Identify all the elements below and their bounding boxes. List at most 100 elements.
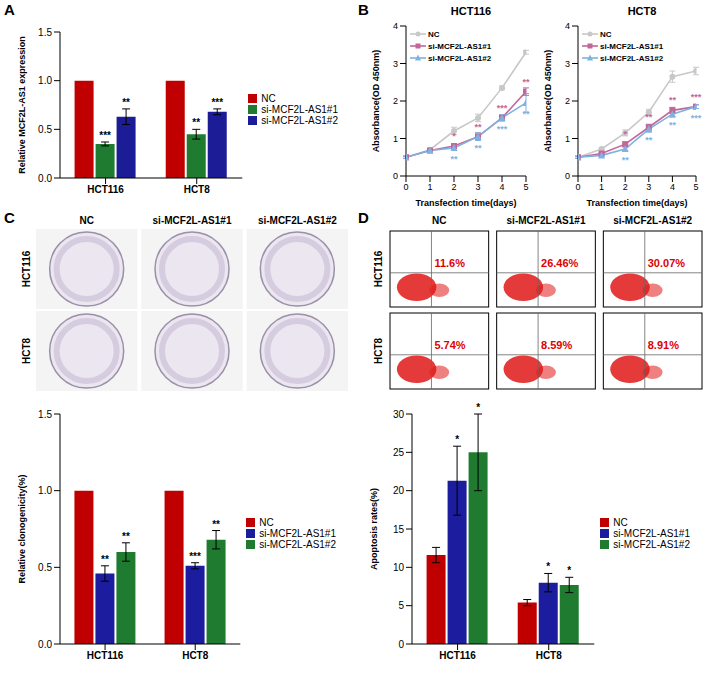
svg-text:30: 30 [393, 409, 405, 420]
svg-text:1.5: 1.5 [38, 27, 52, 38]
svg-text:5: 5 [523, 182, 528, 192]
svg-text:3: 3 [475, 182, 480, 192]
svg-text:30.07%: 30.07% [648, 257, 686, 269]
svg-text:HCT8: HCT8 [536, 650, 563, 661]
svg-text:20: 20 [393, 485, 405, 496]
svg-text:HCT116: HCT116 [87, 650, 124, 661]
svg-text:1.5: 1.5 [38, 409, 52, 420]
svg-text:1: 1 [565, 134, 570, 144]
svg-text:0.0: 0.0 [38, 173, 52, 184]
svg-text:2: 2 [565, 96, 570, 106]
svg-text:HCT8: HCT8 [184, 184, 211, 195]
svg-text:**: ** [122, 97, 130, 108]
svg-text:si-MCF2L-AS1#1: si-MCF2L-AS1#1 [153, 215, 232, 226]
svg-text:2: 2 [451, 182, 456, 192]
svg-text:**: ** [669, 95, 677, 105]
svg-text:Apoptosis rates(%): Apoptosis rates(%) [369, 488, 379, 570]
svg-text:25: 25 [393, 447, 405, 458]
svg-text:***: *** [99, 130, 111, 141]
svg-text:***: *** [691, 92, 702, 102]
svg-text:Relative clonogenicity(%): Relative clonogenicity(%) [17, 474, 27, 583]
html-text:HCT116: HCT116 [450, 5, 492, 17]
svg-text:0.0: 0.0 [38, 639, 52, 650]
svg-text:*: * [623, 129, 627, 139]
html-text:NC: NC [261, 92, 276, 104]
svg-text:4: 4 [565, 21, 570, 31]
svg-text:1.0: 1.0 [38, 75, 52, 86]
svg-text:10: 10 [393, 562, 405, 573]
svg-text:*: * [455, 434, 459, 445]
svg-text:**: ** [522, 77, 530, 87]
svg-text:5: 5 [693, 182, 698, 192]
svg-text:1: 1 [393, 134, 398, 144]
svg-text:**: ** [474, 122, 482, 132]
svg-text:0: 0 [575, 182, 580, 192]
svg-text:**: ** [122, 531, 130, 542]
svg-text:*: * [476, 402, 480, 413]
svg-text:***: *** [211, 97, 223, 108]
svg-text:1: 1 [599, 182, 604, 192]
svg-text:2: 2 [623, 182, 628, 192]
html-text:si-MCF2L-AS1#1: si-MCF2L-AS1#1 [261, 103, 338, 115]
svg-text:*: * [546, 561, 550, 572]
svg-text:HCT8: HCT8 [373, 338, 384, 365]
svg-text:Transfection time(days): Transfection time(days) [586, 198, 687, 208]
svg-text:2: 2 [393, 96, 398, 106]
svg-text:**: ** [212, 519, 220, 530]
svg-text:HCT8: HCT8 [21, 338, 32, 365]
svg-text:HCT116: HCT116 [373, 250, 384, 287]
svg-text:0: 0 [393, 171, 398, 181]
svg-text:***: *** [691, 113, 702, 123]
svg-text:HCT8: HCT8 [182, 650, 209, 661]
svg-text:26.46%: 26.46% [541, 257, 579, 269]
svg-text:4: 4 [670, 182, 675, 192]
svg-text:HCT116: HCT116 [87, 184, 124, 195]
svg-text:15: 15 [393, 524, 405, 535]
svg-text:HCT116: HCT116 [21, 250, 32, 287]
svg-text:5: 5 [398, 600, 404, 611]
html-text:NC: NC [259, 516, 274, 528]
svg-text:Absorbance(OD 450nm): Absorbance(OD 450nm) [543, 50, 553, 153]
svg-text:0: 0 [398, 639, 404, 650]
svg-text:*: * [452, 131, 456, 141]
svg-text:NC: NC [79, 215, 93, 226]
svg-text:**: ** [645, 135, 653, 145]
svg-text:Absorbance(OD 450nm): Absorbance(OD 450nm) [371, 50, 381, 153]
svg-text:***: *** [497, 103, 508, 113]
svg-text:**: ** [645, 112, 653, 122]
svg-text:*: * [567, 565, 571, 576]
svg-text:4: 4 [393, 21, 398, 31]
svg-text:3: 3 [646, 182, 651, 192]
svg-text:***: *** [497, 124, 508, 134]
svg-text:0.5: 0.5 [38, 124, 52, 135]
svg-text:**: ** [669, 120, 677, 130]
svg-text:3: 3 [565, 59, 570, 69]
svg-text:8.91%: 8.91% [648, 339, 679, 351]
svg-text:**: ** [192, 117, 200, 128]
svg-text:si-MCF2L-AS1#2: si-MCF2L-AS1#2 [613, 215, 692, 226]
svg-text:***: *** [189, 551, 201, 562]
svg-text:si-MCF2L-AS1#1: si-MCF2L-AS1#1 [507, 215, 586, 226]
svg-text:0: 0 [565, 171, 570, 181]
svg-text:HCT116: HCT116 [439, 650, 476, 661]
svg-text:1.0: 1.0 [38, 485, 52, 496]
svg-text:4: 4 [499, 182, 504, 192]
svg-text:si-MCF2L-AS1#2: si-MCF2L-AS1#2 [258, 215, 337, 226]
svg-text:**: ** [450, 154, 458, 164]
svg-text:**: ** [101, 554, 109, 565]
svg-text:8.59%: 8.59% [541, 339, 572, 351]
svg-text:3: 3 [393, 59, 398, 69]
html-text:HCT8: HCT8 [627, 5, 657, 17]
html-text:si-MCF2L-AS1#2: si-MCF2L-AS1#2 [261, 114, 338, 126]
svg-text:0: 0 [403, 182, 408, 192]
svg-text:NC: NC [432, 215, 446, 226]
svg-text:**: ** [474, 143, 482, 153]
svg-text:Relative MCF2L-AS1 expression: Relative MCF2L-AS1 expression [17, 36, 27, 174]
svg-text:**: ** [622, 155, 630, 165]
svg-text:1: 1 [427, 182, 432, 192]
svg-text:11.6%: 11.6% [434, 257, 465, 269]
svg-text:**: ** [522, 109, 530, 119]
svg-text:Transfection time(days): Transfection time(days) [415, 198, 516, 208]
svg-text:0.5: 0.5 [38, 562, 52, 573]
svg-text:5.74%: 5.74% [434, 339, 465, 351]
